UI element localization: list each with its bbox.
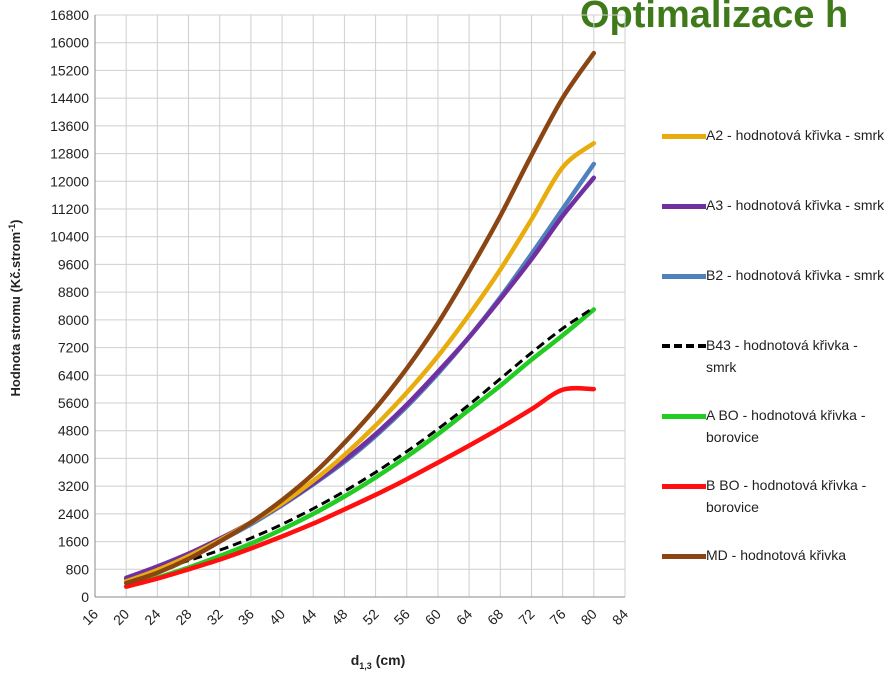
y-tick-label: 1600 xyxy=(58,534,89,550)
x-tick-label: 76 xyxy=(546,606,568,628)
y-tick-label: 16800 xyxy=(50,7,89,23)
legend-label: A3 - hodnotová křivka - smrk xyxy=(706,197,885,213)
x-tick-label: 60 xyxy=(422,606,444,628)
grid xyxy=(94,14,626,598)
x-axis-label-main: d xyxy=(351,652,360,668)
x-tick-label: 36 xyxy=(235,606,257,628)
y-tick-label: 5600 xyxy=(58,395,89,411)
x-tick-label: 84 xyxy=(609,606,631,628)
y-tick-label: 0 xyxy=(81,589,89,605)
x-tick-label: 52 xyxy=(359,606,381,628)
x-tick-label: 28 xyxy=(172,606,194,628)
y-tick-label: 8800 xyxy=(58,284,89,300)
y-tick-label: 4000 xyxy=(58,450,89,466)
legend-item: B BO - hodnotová křivka - borovice xyxy=(662,468,885,538)
x-axis-label: d1,3 (cm) xyxy=(351,652,406,671)
x-tick-labels: 16 20 24 28 32 36 40 44 48 52 56 60 64 68 72 76 80 84 xyxy=(79,606,631,628)
x-tick-label: 40 xyxy=(266,606,288,628)
legend-item: B43 - hodnotová křivka - smrk xyxy=(662,328,885,398)
y-tick-label: 6400 xyxy=(58,367,89,383)
x-tick-label: 80 xyxy=(578,606,600,628)
y-tick-label: 3200 xyxy=(58,478,89,494)
legend-label: MD - hodnotová křivka xyxy=(706,547,847,563)
x-tick-label: 24 xyxy=(141,606,163,628)
x-tick-label: 20 xyxy=(110,606,132,628)
y-axis-label-main: Hodnota stromu (Kč.strom xyxy=(8,232,23,397)
legend-item: B2 - hodnotová křivka - smrk xyxy=(662,258,885,328)
legend-item: A2 - hodnotová křivka - smrk xyxy=(662,118,885,188)
y-axis-label-end: ) xyxy=(8,219,23,223)
legend-swatch xyxy=(662,484,706,489)
y-axis-label: Hodnota stromu (Kč.strom-1) xyxy=(7,219,23,396)
series-line-6 xyxy=(123,50,597,586)
series-lines xyxy=(123,50,597,589)
series-line-2 xyxy=(123,161,597,582)
legend: A2 - hodnotová křivka - smrk A3 - hodnoto… xyxy=(662,118,885,608)
legend-item: MD - hodnotová křivka xyxy=(662,538,885,608)
y-tick-label: 10400 xyxy=(50,229,89,245)
axes xyxy=(94,15,625,598)
y-tick-label: 13600 xyxy=(50,118,89,134)
y-tick-label: 15200 xyxy=(50,62,89,78)
x-tick-label: 56 xyxy=(391,606,413,628)
legend-swatch xyxy=(662,134,706,139)
legend-label: A BO - hodnotová křivka - borovice xyxy=(706,407,866,445)
series-line-5 xyxy=(123,385,597,589)
y-tick-label: 8000 xyxy=(58,312,89,328)
y-tick-label: 12800 xyxy=(50,146,89,162)
y-tick-label: 7200 xyxy=(58,340,89,356)
y-tick-label: 12000 xyxy=(50,173,89,189)
y-tick-label: 2400 xyxy=(58,506,89,522)
legend-item: A3 - hodnotová křivka - smrk xyxy=(662,188,885,258)
x-axis-label-unit: (cm) xyxy=(372,652,405,668)
x-tick-label: 48 xyxy=(328,606,350,628)
series-line-4 xyxy=(123,307,597,589)
legend-item: A BO - hodnotová křivka - borovice xyxy=(662,398,885,468)
y-tick-label: 800 xyxy=(66,561,90,577)
series-line-1 xyxy=(123,175,597,581)
legend-swatch xyxy=(662,204,706,209)
legend-swatch xyxy=(662,414,706,419)
legend-label: A2 - hodnotová křivka - smrk xyxy=(706,127,885,143)
y-axis-label-sup: -1 xyxy=(7,224,17,232)
x-tick-label: 16 xyxy=(79,606,101,628)
x-tick-label: 44 xyxy=(297,606,319,628)
legend-label: B2 - hodnotová křivka - smrk xyxy=(706,267,885,283)
legend-swatch xyxy=(662,274,706,279)
y-tick-label: 4800 xyxy=(58,423,89,439)
y-tick-label: 9600 xyxy=(58,256,89,272)
y-tick-label: 14400 xyxy=(50,90,89,106)
y-tick-label: 16000 xyxy=(50,35,89,51)
x-tick-label: 68 xyxy=(484,606,506,628)
legend-label: B BO - hodnotová křivka - borovice xyxy=(706,477,867,515)
y-tick-label: 11200 xyxy=(51,201,89,217)
y-tick-labels: 0 800 1600 2400 3200 4000 4800 5600 6400 7200 8000… xyxy=(50,7,89,605)
x-tick-label: 32 xyxy=(203,606,225,628)
x-tick-label: 72 xyxy=(515,606,537,628)
x-tick-label: 64 xyxy=(453,606,475,628)
x-axis-label-sub: 1,3 xyxy=(359,661,372,671)
series-line-3 xyxy=(125,306,595,581)
legend-label: B43 - hodnotová křivka - smrk xyxy=(706,337,858,375)
legend-swatch xyxy=(662,554,706,559)
title-banner xyxy=(549,0,885,40)
legend-swatch xyxy=(662,344,706,348)
